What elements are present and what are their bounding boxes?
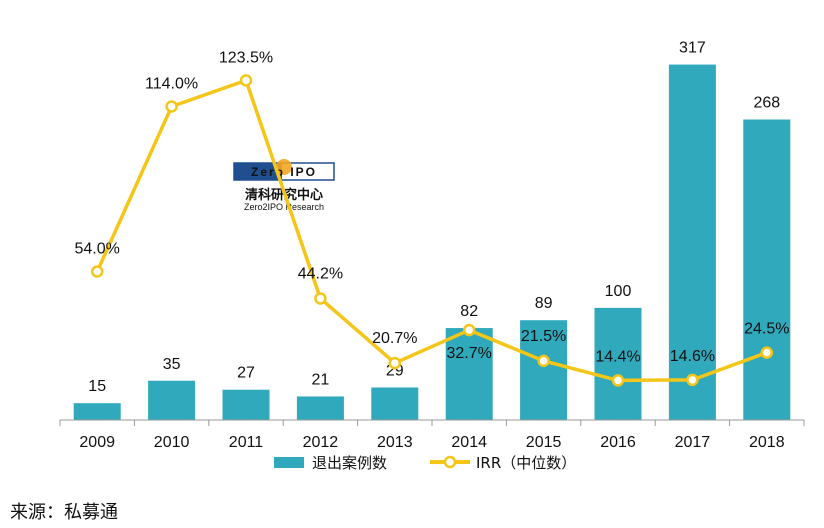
watermark-brand-text: Zero IPO — [251, 165, 317, 179]
bar-label-2018: 268 — [753, 95, 780, 112]
x-tick-2014: 2014 — [451, 434, 487, 451]
legend-line-marker — [443, 455, 457, 469]
x-tick-2010: 2010 — [154, 434, 190, 451]
bar-label-2010: 35 — [163, 356, 181, 373]
x-tick-labels: 2009 2010 2011 2012 2013 2014 2015 2016 2017 2018 — [79, 434, 784, 451]
watermark-english: Zero2IPO Research — [244, 202, 324, 212]
irr-data-labels: 54.0% 114.0% 123.5% 44.2% 20.7% 32.7% 21.5% 14.… — [75, 49, 790, 365]
irr-point-2012 — [314, 292, 327, 305]
x-tick-2009: 2009 — [79, 434, 115, 451]
bar-2014 — [445, 328, 493, 420]
legend-line-label: IRR（中位数） — [476, 454, 576, 472]
bar-label-2016: 100 — [605, 283, 632, 300]
irr-label-2012: 44.2% — [298, 265, 343, 282]
x-tick-2015: 2015 — [526, 434, 562, 451]
irr-label-2015: 21.5% — [521, 328, 566, 345]
x-tick-2013: 2013 — [377, 434, 413, 451]
x-tick-2018: 2018 — [749, 434, 785, 451]
irr-label-2017: 14.6% — [670, 348, 715, 365]
irr-point-2011 — [239, 74, 253, 87]
x-tick-2016: 2016 — [600, 434, 636, 451]
irr-label-2014: 32.7% — [447, 345, 492, 362]
bar-2009 — [73, 403, 121, 420]
irr-line — [95, 78, 768, 383]
irr-point-2015 — [537, 354, 550, 368]
watermark-brand-box-left — [234, 163, 282, 180]
bar-series — [73, 64, 791, 421]
bar-label-2011: 27 — [237, 365, 255, 382]
bar-label-2015: 89 — [535, 295, 553, 312]
x-tick-2011: 2011 — [229, 434, 264, 451]
legend-bar-label: 退出案例数 — [312, 454, 387, 472]
bar-2011 — [222, 389, 270, 420]
x-axis — [59, 419, 805, 426]
irr-point-2016 — [611, 374, 625, 387]
irr-point-2009 — [90, 265, 104, 278]
irr-label-2016: 14.4% — [595, 348, 640, 365]
bar-label-2012: 21 — [312, 371, 330, 388]
bar-2015 — [520, 320, 568, 420]
irr-label-2010: 114.0% — [145, 76, 198, 93]
legend-bar-swatch — [274, 457, 304, 468]
irr-point-2018 — [760, 346, 774, 359]
irr-point-2017 — [686, 373, 699, 387]
bar-label-2009: 15 — [88, 378, 106, 395]
irr-label-2013: 20.7% — [372, 330, 417, 347]
bar-2012 — [296, 396, 344, 420]
x-tick-2012: 2012 — [303, 434, 339, 451]
bar-label-2017: 317 — [679, 40, 706, 57]
legend: 退出案例数 IRR（中位数） — [274, 454, 576, 472]
irr-point-2014 — [462, 323, 476, 337]
bar-2018 — [743, 119, 791, 421]
bar-label-2014: 82 — [460, 303, 478, 320]
bar-2010 — [148, 380, 196, 420]
irr-label-2018: 24.5% — [744, 321, 789, 338]
bar-2017 — [668, 64, 716, 421]
irr-label-2009: 54.0% — [75, 241, 120, 258]
irr-line-series — [90, 74, 774, 387]
bar-2013 — [371, 387, 419, 420]
x-tick-2017: 2017 — [675, 434, 711, 451]
bar-2016 — [594, 307, 642, 420]
irr-point-2010 — [165, 100, 178, 113]
watermark-logo: Zero IPO 清科研究中心 Zero2IPO Research — [233, 159, 335, 212]
source-note: 来源：私募通 — [10, 502, 118, 523]
watermark-orb — [276, 159, 292, 175]
irr-point-2013 — [388, 356, 402, 370]
irr-label-2011: 123.5% — [219, 49, 273, 66]
